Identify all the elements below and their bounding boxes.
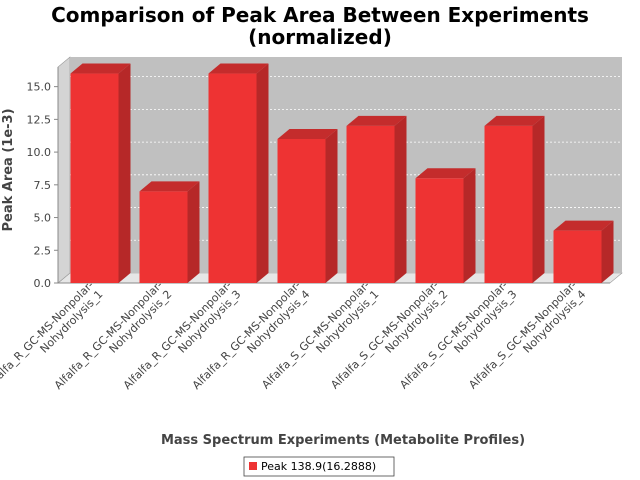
- bar-side: [601, 220, 614, 283]
- x-axis-label: Mass Spectrum Experiments (Metabolite Pr…: [161, 433, 525, 448]
- bar-top: [346, 115, 407, 126]
- legend-entry: Peak 138.9(16.2888): [261, 460, 376, 473]
- bar-top: [484, 115, 545, 126]
- bar-front: [139, 191, 188, 283]
- bar: [70, 63, 131, 283]
- bar-front: [70, 73, 119, 283]
- y-tick-label: 12.5: [27, 113, 52, 126]
- bar-side: [325, 129, 338, 283]
- x-axis-category-labels: Alfalfa_R_GC-MS-Nonpolar-Nohydrolysis_1A…: [0, 279, 588, 392]
- bar: [346, 115, 407, 283]
- bars: [70, 63, 614, 283]
- legend-box: [243, 456, 395, 477]
- chart-title-line2: (normalized): [248, 25, 392, 49]
- bar-side: [463, 168, 476, 283]
- y-tick-label: 0.0: [34, 277, 52, 290]
- bar-top: [139, 181, 200, 192]
- bar-top: [208, 63, 269, 74]
- bar-front: [484, 125, 533, 283]
- bar-front: [553, 230, 602, 283]
- bar-top: [277, 129, 338, 139]
- bar-top: [415, 168, 476, 179]
- bar: [553, 220, 614, 283]
- bar-side: [532, 115, 545, 283]
- plot-left-wall: [57, 56, 71, 284]
- bar: [484, 115, 545, 283]
- bar: [139, 181, 200, 283]
- bar-front: [346, 125, 395, 283]
- bar-front: [415, 178, 464, 283]
- legend: Peak 138.9(16.2888): [243, 456, 395, 477]
- bar: [208, 63, 269, 283]
- y-tick-label: 10.0: [27, 146, 52, 159]
- bar: [277, 129, 338, 283]
- bar-front: [208, 73, 257, 283]
- bar-top: [70, 63, 131, 74]
- bar-side: [394, 115, 407, 283]
- y-tick-label: 7.5: [34, 179, 52, 192]
- y-axis-label: Peak Area (1e-3): [1, 108, 16, 231]
- chart-title-line1: Comparison of Peak Area Between Experime…: [51, 3, 589, 27]
- bar-front: [277, 139, 326, 283]
- y-tick-label: 2.5: [34, 244, 52, 257]
- bar: [415, 168, 476, 283]
- y-axis-ticks: 0.0 2.5 5.0 7.5 10.0 12.5 15.0: [27, 81, 58, 290]
- y-tick-label: 15.0: [27, 81, 52, 94]
- bar-top: [553, 220, 614, 231]
- legend-swatch: [249, 462, 257, 470]
- bar-side: [256, 63, 269, 283]
- y-tick-label: 5.0: [34, 212, 52, 225]
- bar-side: [187, 181, 200, 283]
- bar-side: [118, 63, 131, 283]
